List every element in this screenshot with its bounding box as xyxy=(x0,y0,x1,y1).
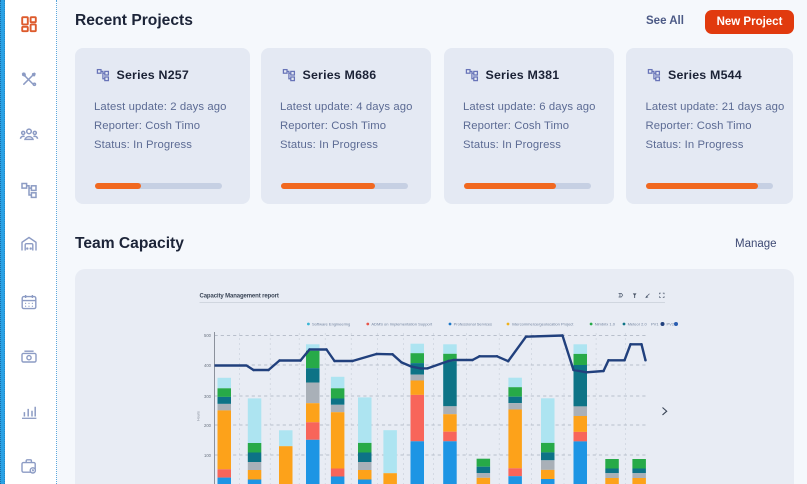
svg-text:Software Engineering: Software Engineering xyxy=(312,322,350,327)
svg-text:ADMS on Implementation Support: ADMS on Implementation Support xyxy=(371,322,433,327)
svg-text:300: 300 xyxy=(204,394,212,399)
svg-text:Meteor 2.0: Meteor 2.0 xyxy=(627,322,647,327)
svg-text:400: 400 xyxy=(204,363,212,368)
svg-text:Nimbrix 1.0: Nimbrix 1.0 xyxy=(594,322,615,327)
svg-text:Hours: Hours xyxy=(196,411,200,421)
svg-text:200: 200 xyxy=(204,423,212,428)
svg-text:500: 500 xyxy=(204,333,212,338)
svg-text:100: 100 xyxy=(204,453,212,458)
svg-text:PV2: PV2 xyxy=(666,322,674,327)
svg-text:Capacity Management report: Capacity Management report xyxy=(199,294,278,300)
svg-text:PV1: PV1 xyxy=(651,322,659,327)
svg-text:Professional Services: Professional Services xyxy=(453,322,491,327)
svg-text:Intercommerce/geolocation Proj: Intercommerce/geolocation Project xyxy=(511,322,574,327)
